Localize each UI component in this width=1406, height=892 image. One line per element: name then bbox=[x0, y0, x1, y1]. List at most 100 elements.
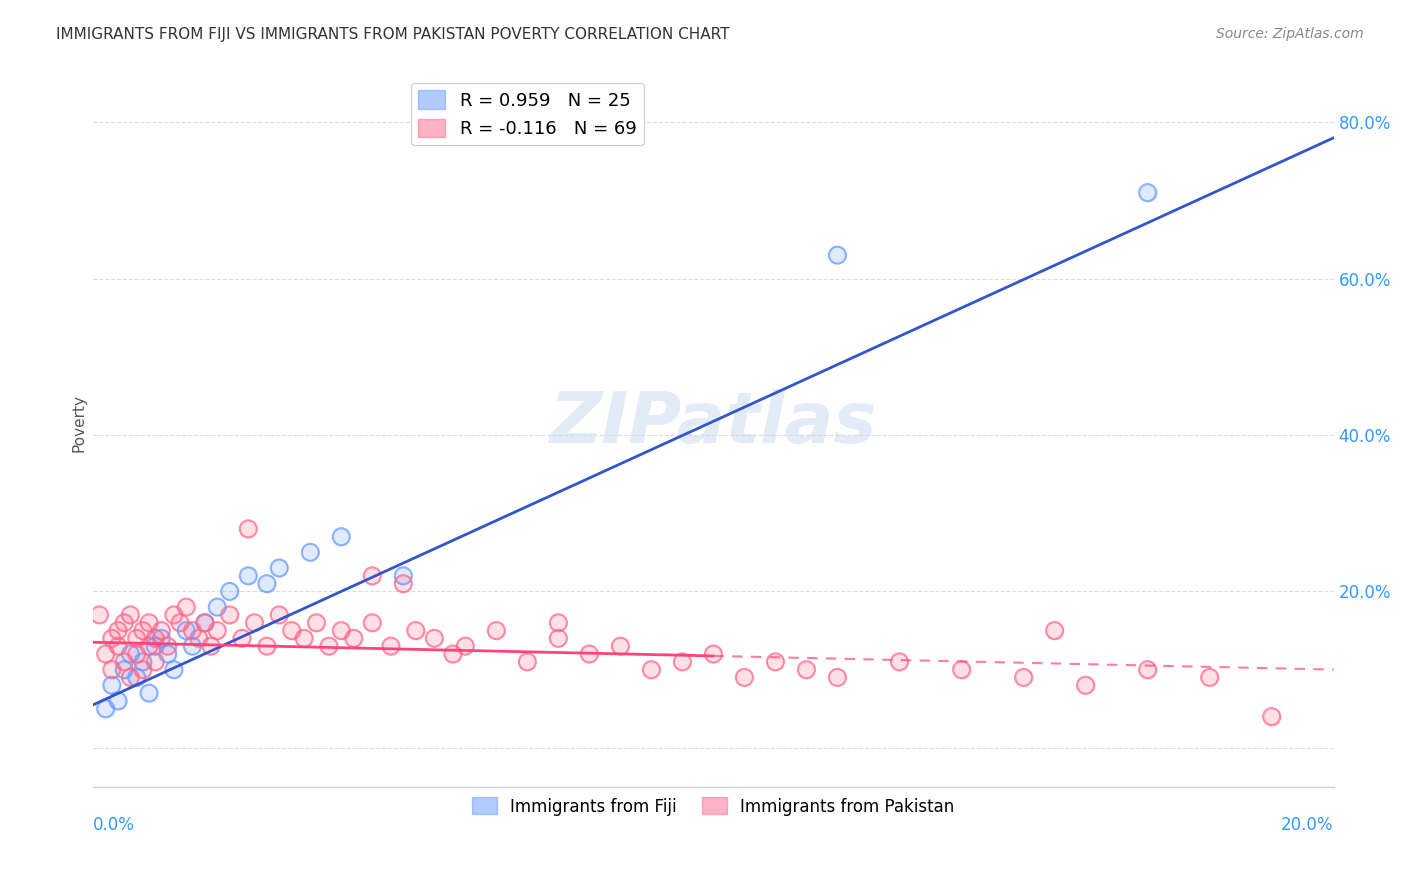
Text: IMMIGRANTS FROM FIJI VS IMMIGRANTS FROM PAKISTAN POVERTY CORRELATION CHART: IMMIGRANTS FROM FIJI VS IMMIGRANTS FROM … bbox=[56, 27, 730, 42]
Point bbox=[765, 655, 787, 669]
Point bbox=[107, 639, 129, 653]
Point bbox=[132, 655, 155, 669]
Point bbox=[733, 670, 755, 684]
Point bbox=[200, 639, 222, 653]
Point bbox=[305, 615, 328, 630]
Point bbox=[256, 639, 278, 653]
Point bbox=[392, 568, 415, 582]
Point bbox=[1074, 678, 1097, 692]
Point bbox=[181, 624, 204, 638]
Point bbox=[101, 632, 124, 646]
Point bbox=[132, 624, 155, 638]
Point bbox=[143, 639, 166, 653]
Point bbox=[156, 647, 179, 661]
Point bbox=[187, 632, 209, 646]
Point bbox=[640, 663, 662, 677]
Point bbox=[330, 624, 353, 638]
Point bbox=[94, 647, 117, 661]
Point bbox=[269, 607, 291, 622]
Point bbox=[89, 607, 111, 622]
Point bbox=[578, 647, 600, 661]
Point bbox=[950, 663, 973, 677]
Point bbox=[243, 615, 266, 630]
Point bbox=[392, 576, 415, 591]
Point bbox=[238, 522, 260, 536]
Point bbox=[101, 632, 124, 646]
Point bbox=[765, 655, 787, 669]
Point bbox=[516, 655, 538, 669]
Point bbox=[405, 624, 427, 638]
Point bbox=[671, 655, 693, 669]
Point bbox=[181, 624, 204, 638]
Point bbox=[423, 632, 446, 646]
Y-axis label: Poverty: Poverty bbox=[72, 394, 86, 452]
Point bbox=[299, 545, 322, 559]
Point bbox=[380, 639, 402, 653]
Point bbox=[318, 639, 340, 653]
Point bbox=[125, 647, 148, 661]
Point bbox=[702, 647, 724, 661]
Point bbox=[94, 647, 117, 661]
Point bbox=[112, 663, 135, 677]
Point bbox=[174, 600, 197, 615]
Point bbox=[1136, 663, 1159, 677]
Point bbox=[299, 545, 322, 559]
Point bbox=[125, 632, 148, 646]
Point bbox=[112, 663, 135, 677]
Point bbox=[143, 655, 166, 669]
Point bbox=[640, 663, 662, 677]
Point bbox=[112, 615, 135, 630]
Point bbox=[361, 615, 384, 630]
Point bbox=[702, 647, 724, 661]
Point bbox=[125, 670, 148, 684]
Point bbox=[796, 663, 818, 677]
Point bbox=[256, 639, 278, 653]
Point bbox=[231, 632, 253, 646]
Point bbox=[1198, 670, 1220, 684]
Point bbox=[107, 624, 129, 638]
Text: 20.0%: 20.0% bbox=[1281, 816, 1334, 834]
Point bbox=[269, 561, 291, 575]
Point bbox=[207, 600, 229, 615]
Point bbox=[169, 615, 191, 630]
Point bbox=[1260, 709, 1282, 723]
Point bbox=[218, 607, 240, 622]
Point bbox=[101, 678, 124, 692]
Point bbox=[454, 639, 477, 653]
Point bbox=[143, 632, 166, 646]
Point bbox=[138, 639, 160, 653]
Point bbox=[101, 663, 124, 677]
Point bbox=[89, 607, 111, 622]
Point bbox=[150, 632, 173, 646]
Point bbox=[392, 576, 415, 591]
Point bbox=[125, 632, 148, 646]
Point bbox=[156, 647, 179, 661]
Point bbox=[485, 624, 508, 638]
Point bbox=[269, 561, 291, 575]
Point bbox=[733, 670, 755, 684]
Point bbox=[1043, 624, 1066, 638]
Point bbox=[120, 670, 142, 684]
Point bbox=[1012, 670, 1035, 684]
Point bbox=[1260, 709, 1282, 723]
Point bbox=[218, 607, 240, 622]
Point bbox=[280, 624, 302, 638]
Point bbox=[132, 663, 155, 677]
Point bbox=[827, 670, 849, 684]
Point bbox=[269, 607, 291, 622]
Point bbox=[194, 615, 217, 630]
Point bbox=[516, 655, 538, 669]
Point bbox=[609, 639, 631, 653]
Point bbox=[120, 647, 142, 661]
Point bbox=[292, 632, 315, 646]
Point bbox=[163, 607, 186, 622]
Point bbox=[107, 694, 129, 708]
Point bbox=[181, 639, 204, 653]
Point bbox=[889, 655, 911, 669]
Point bbox=[156, 639, 179, 653]
Point bbox=[156, 639, 179, 653]
Point bbox=[238, 568, 260, 582]
Point bbox=[256, 576, 278, 591]
Point bbox=[132, 663, 155, 677]
Point bbox=[143, 639, 166, 653]
